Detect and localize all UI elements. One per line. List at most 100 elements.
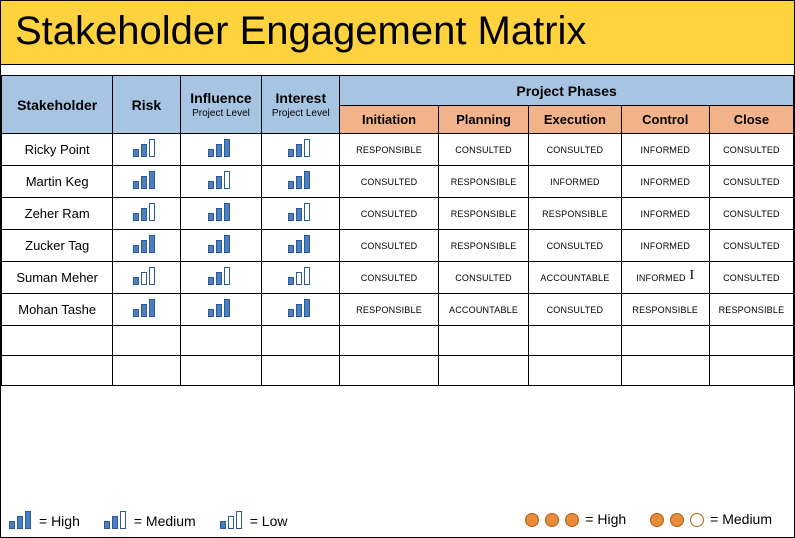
bars-icon bbox=[133, 233, 159, 253]
bars-icon bbox=[208, 233, 234, 253]
bars-icon bbox=[208, 265, 234, 285]
bars-icon bbox=[208, 169, 234, 189]
stakeholder-name: Zeher Ram bbox=[2, 198, 113, 230]
bars-icon bbox=[288, 169, 314, 189]
page-title: Stakeholder Engagement Matrix bbox=[15, 9, 780, 54]
text-cursor-icon: I bbox=[686, 268, 695, 283]
legend-circle-item: = High bbox=[525, 511, 626, 527]
matrix-container: Stakeholder Engagement Matrix Stakeholde… bbox=[0, 0, 795, 538]
table-row-empty bbox=[2, 326, 794, 356]
header-row-1: Stakeholder Risk Influence Project Level… bbox=[2, 76, 794, 106]
raci-cell: CONSULTED bbox=[438, 134, 528, 166]
raci-cell: ACCOUNTABLE bbox=[438, 294, 528, 326]
table-row: Martin KegCONSULTEDRESPONSIBLEINFORMEDIN… bbox=[2, 166, 794, 198]
col-influence: Influence Project Level bbox=[180, 76, 262, 134]
raci-cell: CONSULTED bbox=[529, 230, 621, 262]
influence-cell bbox=[180, 198, 262, 230]
table-row: Suman MeherCONSULTEDCONSULTEDACCOUNTABLE… bbox=[2, 262, 794, 294]
raci-cell: RESPONSIBLE bbox=[529, 198, 621, 230]
bars-icon bbox=[208, 297, 234, 317]
bars-icon bbox=[288, 233, 314, 253]
title-bar: Stakeholder Engagement Matrix bbox=[1, 1, 794, 65]
circle-icon bbox=[565, 513, 579, 527]
raci-cell: INFORMED bbox=[621, 134, 709, 166]
stakeholder-name: Mohan Tashe bbox=[2, 294, 113, 326]
influence-cell bbox=[180, 166, 262, 198]
raci-cell: RESPONSIBLE bbox=[340, 134, 439, 166]
raci-cell: CONSULTED bbox=[529, 294, 621, 326]
raci-cell: RESPONSIBLE bbox=[709, 294, 793, 326]
legend-bar-item: = Medium bbox=[104, 509, 196, 529]
influence-cell bbox=[180, 262, 262, 294]
interest-cell bbox=[262, 294, 340, 326]
raci-cell: CONSULTED bbox=[340, 166, 439, 198]
risk-cell bbox=[113, 134, 180, 166]
col-phase-planning: Planning bbox=[438, 106, 528, 134]
bars-icon bbox=[133, 169, 159, 189]
circle-icon bbox=[650, 513, 664, 527]
risk-cell bbox=[113, 230, 180, 262]
raci-cell: ACCOUNTABLE bbox=[529, 262, 621, 294]
table-row: Zucker TagCONSULTEDRESPONSIBLECONSULTEDI… bbox=[2, 230, 794, 262]
bars-icon bbox=[133, 137, 159, 157]
bars-icon bbox=[104, 509, 130, 529]
raci-cell: CONSULTED bbox=[709, 262, 793, 294]
stakeholder-name: Zucker Tag bbox=[2, 230, 113, 262]
interest-cell bbox=[262, 166, 340, 198]
bars-icon bbox=[208, 137, 234, 157]
interest-cell bbox=[262, 230, 340, 262]
interest-cell bbox=[262, 198, 340, 230]
raci-cell: INFORMED bbox=[621, 230, 709, 262]
table-body: Ricky PointRESPONSIBLECONSULTEDCONSULTED… bbox=[2, 134, 794, 386]
col-interest: Interest Project Level bbox=[262, 76, 340, 134]
raci-cell: INFORMED bbox=[621, 166, 709, 198]
col-risk: Risk bbox=[113, 76, 180, 134]
legend-bar-item: = Low bbox=[220, 509, 288, 529]
raci-cell: RESPONSIBLE bbox=[340, 294, 439, 326]
raci-cell: INFORMED I bbox=[621, 262, 709, 294]
col-phase-initiation: Initiation bbox=[340, 106, 439, 134]
raci-cell: CONSULTED bbox=[529, 134, 621, 166]
raci-cell: RESPONSIBLE bbox=[621, 294, 709, 326]
bars-icon bbox=[9, 509, 35, 529]
circle-icon bbox=[670, 513, 684, 527]
bars-icon bbox=[220, 509, 246, 529]
influence-cell bbox=[180, 294, 262, 326]
raci-cell: CONSULTED bbox=[709, 198, 793, 230]
risk-cell bbox=[113, 262, 180, 294]
bars-icon bbox=[288, 297, 314, 317]
bars-icon bbox=[208, 201, 234, 221]
table-row-empty bbox=[2, 356, 794, 386]
stakeholder-matrix-table: Stakeholder Risk Influence Project Level… bbox=[1, 75, 794, 386]
circle-icon bbox=[525, 513, 539, 527]
risk-cell bbox=[113, 294, 180, 326]
bars-icon bbox=[288, 265, 314, 285]
raci-cell: CONSULTED bbox=[709, 230, 793, 262]
col-project-phases: Project Phases bbox=[340, 76, 794, 106]
table-row: Ricky PointRESPONSIBLECONSULTEDCONSULTED… bbox=[2, 134, 794, 166]
bars-icon bbox=[288, 137, 314, 157]
raci-cell: CONSULTED bbox=[709, 134, 793, 166]
interest-cell bbox=[262, 134, 340, 166]
raci-cell: CONSULTED bbox=[709, 166, 793, 198]
stakeholder-name: Ricky Point bbox=[2, 134, 113, 166]
bars-icon bbox=[133, 265, 159, 285]
bars-icon bbox=[133, 297, 159, 317]
raci-cell: RESPONSIBLE bbox=[438, 166, 528, 198]
stakeholder-name: Martin Keg bbox=[2, 166, 113, 198]
table-head: Stakeholder Risk Influence Project Level… bbox=[2, 76, 794, 134]
interest-cell bbox=[262, 262, 340, 294]
influence-cell bbox=[180, 134, 262, 166]
legend-circle-item: = Medium bbox=[650, 511, 772, 527]
bars-icon bbox=[288, 201, 314, 221]
col-phase-execution: Execution bbox=[529, 106, 621, 134]
raci-cell: RESPONSIBLE bbox=[438, 198, 528, 230]
raci-cell: CONSULTED bbox=[340, 230, 439, 262]
circle-icon bbox=[690, 513, 704, 527]
circle-icon bbox=[545, 513, 559, 527]
legend-bar-item: = High bbox=[9, 509, 80, 529]
raci-cell: INFORMED bbox=[621, 198, 709, 230]
legend: = High = Medium = Low = High = Medium bbox=[9, 509, 786, 529]
spacer bbox=[1, 65, 794, 75]
table-row: Zeher Ram CONSULTED RESPONSIBLERESPONSIBLE… bbox=[2, 198, 794, 230]
